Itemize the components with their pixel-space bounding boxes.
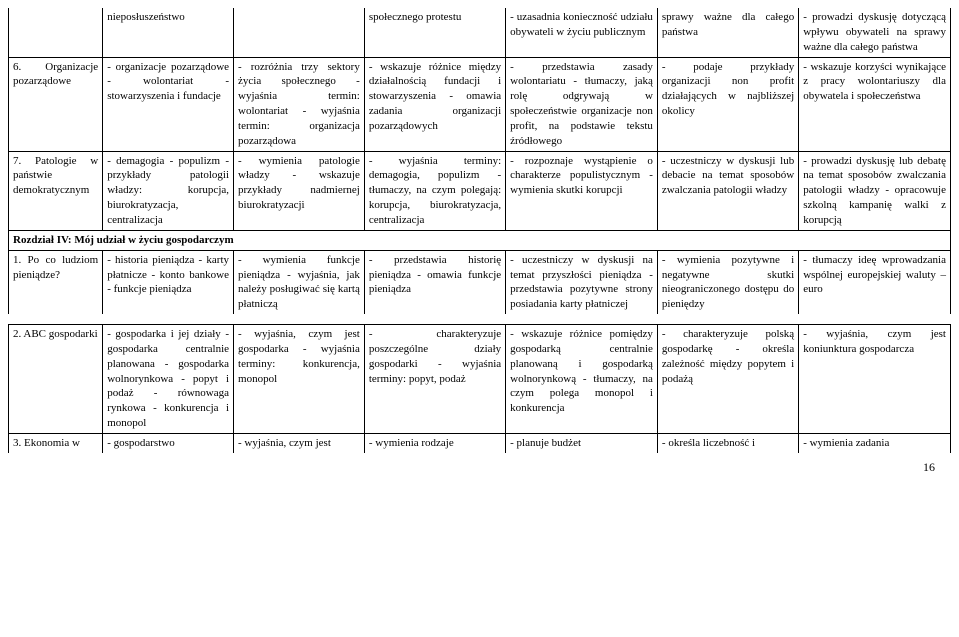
cell-level3: - rozpoznaje wystąpienie o charakterze p… [506,151,658,230]
cell-level2: - wskazuje różnice między działalnością … [364,57,505,151]
cell-level4: sprawy ważne dla całego państwa [657,8,798,57]
cell-terms: - demagogia - populizm - przykłady patol… [103,151,234,230]
cell-terms: - gospodarstwo [103,433,234,452]
cell-topic: 2. ABC gospodarki [9,325,103,434]
curriculum-table-lower: 2. ABC gospodarki - gospodarka i jej dzi… [8,324,951,453]
cell-level4: - uczestniczy w dyskusji lub debacie na … [657,151,798,230]
cell-level3: - wskazuje różnice pomiędzy gospodarką c… [506,325,658,434]
table-gap [8,314,951,324]
table-row: 3. Ekonomia w - gospodarstwo - wyjaśnia,… [9,433,951,452]
cell-topic: 6. Organizacje pozarządowe [9,57,103,151]
cell-topic: 1. Po co ludziom pieniądze? [9,250,103,314]
cell-level5: - prowadzi dyskusję lub debatę na temat … [799,151,951,230]
section-row: Rozdział IV: Mój udział w życiu gospodar… [9,230,951,250]
cell-level2: - wymienia rodzaje [364,433,505,452]
cell-level2: społecznego protestu [364,8,505,57]
table-row: 1. Po co ludziom pieniądze? - historia p… [9,250,951,314]
table-row: nieposłuszeństwo społecznego protestu - … [9,8,951,57]
cell-level1: - wymienia funkcje pieniądza - wyjaśnia,… [234,250,365,314]
cell-terms: - gospodarka i jej działy - gospodarka c… [103,325,234,434]
page-number: 16 [8,453,951,475]
cell-level3: - planuje budżet [506,433,658,452]
cell-level4: - określa liczebność i [657,433,798,452]
cell-level4: - wymienia pozytywne i negatywne skutki … [657,250,798,314]
cell-level5: - prowadzi dyskusję dotyczącą wpływu oby… [799,8,951,57]
table-row: 6. Organizacje pozarządowe - organizacje… [9,57,951,151]
cell-level2: - przedstawia historię pieniądza - omawi… [364,250,505,314]
cell-level1: - wymienia patologie władzy - wskazuje p… [234,151,365,230]
cell-level4: - podaje przykłady organizacji non profi… [657,57,798,151]
cell-level3: - uzasadnia konieczność udziału obywatel… [506,8,658,57]
cell-level1: - rozróżnia trzy sektory życia społeczne… [234,57,365,151]
table-row: 7. Patologie w państwie demokratycznym -… [9,151,951,230]
cell-level4: - charakteryzuje polską gospodarkę - okr… [657,325,798,434]
cell-level5: - wskazuje korzyści wynikające z pracy w… [799,57,951,151]
curriculum-table: nieposłuszeństwo społecznego protestu - … [8,8,951,314]
cell-topic [9,8,103,57]
cell-level5: - wyjaśnia, czym jest koniunktura gospod… [799,325,951,434]
cell-level3: - uczestniczy w dyskusji na temat przysz… [506,250,658,314]
cell-level5: - tłumaczy ideę wprowadzania wspólnej eu… [799,250,951,314]
cell-level1 [234,8,365,57]
cell-topic: 7. Patologie w państwie demokratycznym [9,151,103,230]
cell-level1: - wyjaśnia, czym jest gospodarka - wyjaś… [234,325,365,434]
cell-terms: nieposłuszeństwo [103,8,234,57]
cell-level2: - wyjaśnia terminy: demagogia, populizm … [364,151,505,230]
cell-topic: 3. Ekonomia w [9,433,103,452]
cell-terms: - historia pieniądza - karty płatnicze -… [103,250,234,314]
section-title: Rozdział IV: Mój udział w życiu gospodar… [9,230,951,250]
cell-level1: - wyjaśnia, czym jest [234,433,365,452]
table-row: 2. ABC gospodarki - gospodarka i jej dzi… [9,325,951,434]
cell-level2: - charakteryzuje poszczególne działy gos… [364,325,505,434]
cell-level3: - przedstawia zasady wolontariatu - tłum… [506,57,658,151]
cell-level5: - wymienia zadania [799,433,951,452]
cell-terms: - organizacje pozarządowe - wolontariat … [103,57,234,151]
